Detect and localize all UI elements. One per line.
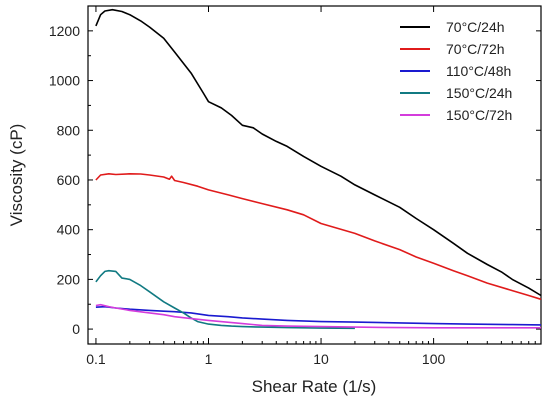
series-line-3	[95, 269, 355, 330]
series-line-0	[95, 8, 542, 297]
x-axis: 0.1 1 10 100	[86, 6, 542, 367]
y-tick-label: 200	[57, 271, 81, 287]
x-axis-title: Shear Rate (1/s)	[252, 377, 377, 396]
x-tick-label: 1	[205, 351, 213, 367]
y-axis: 0 200 400 600 800 1000 1200	[49, 5, 541, 337]
y-tick-label: 400	[57, 222, 81, 238]
x-tick-label: 100	[422, 351, 446, 367]
y-tick-label: 600	[57, 172, 81, 188]
legend-label-1: 70°C/72h	[446, 41, 505, 57]
x-tick-label: 10	[313, 351, 329, 367]
x-tick-label: 0.1	[86, 351, 106, 367]
y-axis-title: Viscosity (cP)	[7, 124, 26, 227]
legend-label-2: 110°C/48h	[446, 63, 511, 79]
series-line-1	[95, 173, 542, 301]
y-tick-label: 1200	[49, 23, 80, 39]
series-line-2	[95, 305, 542, 326]
legend: 70°C/24h 70°C/72h 110°C/48h 150°C/24h 150°C/…	[400, 19, 512, 123]
y-tick-label: 1000	[49, 73, 80, 89]
y-tick-label: 0	[72, 321, 80, 337]
series-line-4	[95, 303, 541, 329]
y-tick-label: 800	[57, 122, 81, 138]
legend-label-0: 70°C/24h	[446, 19, 505, 35]
legend-label-4: 150°C/72h	[446, 107, 512, 123]
plot-frame	[87, 5, 542, 345]
legend-label-3: 150°C/24h	[446, 85, 512, 101]
series-lines	[95, 8, 542, 330]
